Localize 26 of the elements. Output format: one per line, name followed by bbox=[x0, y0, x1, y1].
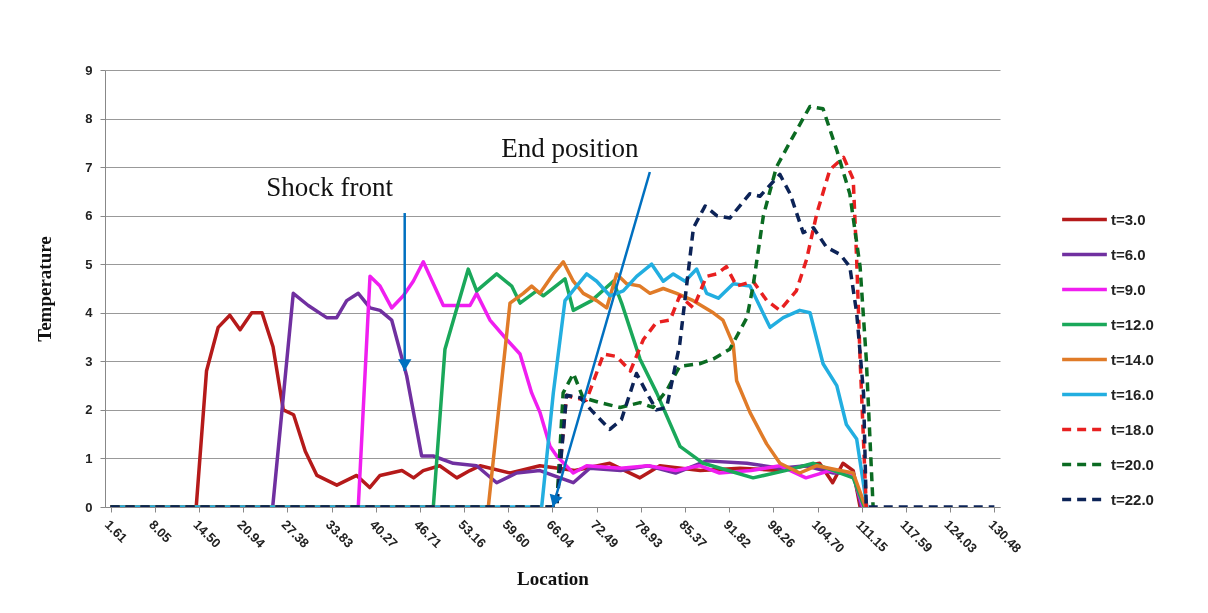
legend-label: t=6.0 bbox=[1111, 245, 1146, 263]
y-tick-label: 3 bbox=[85, 353, 93, 369]
x-tick-label: 1.61 bbox=[101, 517, 131, 546]
legend-label: t=16.0 bbox=[1111, 385, 1154, 403]
y-axis-title: Temperature bbox=[34, 236, 56, 342]
x-axis-title: Location bbox=[517, 567, 590, 589]
legend-label: t=18.0 bbox=[1111, 420, 1154, 438]
y-tick-label: 0 bbox=[85, 499, 93, 515]
legend-label: t=9.0 bbox=[1111, 280, 1146, 298]
y-tick-label: 7 bbox=[85, 159, 93, 175]
y-tick-label: 4 bbox=[85, 305, 94, 321]
y-tick-label: 1 bbox=[85, 450, 93, 466]
y-tick-label: 8 bbox=[85, 111, 93, 127]
legend-label: t=22.0 bbox=[1111, 490, 1154, 508]
y-tick-label: 9 bbox=[85, 62, 93, 78]
x-tick-label: 8.05 bbox=[146, 517, 175, 546]
annotation: End position bbox=[501, 133, 639, 163]
legend-label: t=20.0 bbox=[1111, 455, 1154, 473]
y-tick-label: 6 bbox=[85, 208, 93, 224]
legend-label: t=3.0 bbox=[1111, 210, 1146, 228]
line-series bbox=[108, 172, 997, 507]
y-tick-label: 2 bbox=[85, 402, 93, 418]
annotation: Shock front bbox=[266, 172, 394, 203]
legend-label: t=12.0 bbox=[1111, 315, 1154, 333]
legend-label: t=14.0 bbox=[1111, 350, 1154, 368]
y-tick-label: 5 bbox=[85, 256, 93, 272]
